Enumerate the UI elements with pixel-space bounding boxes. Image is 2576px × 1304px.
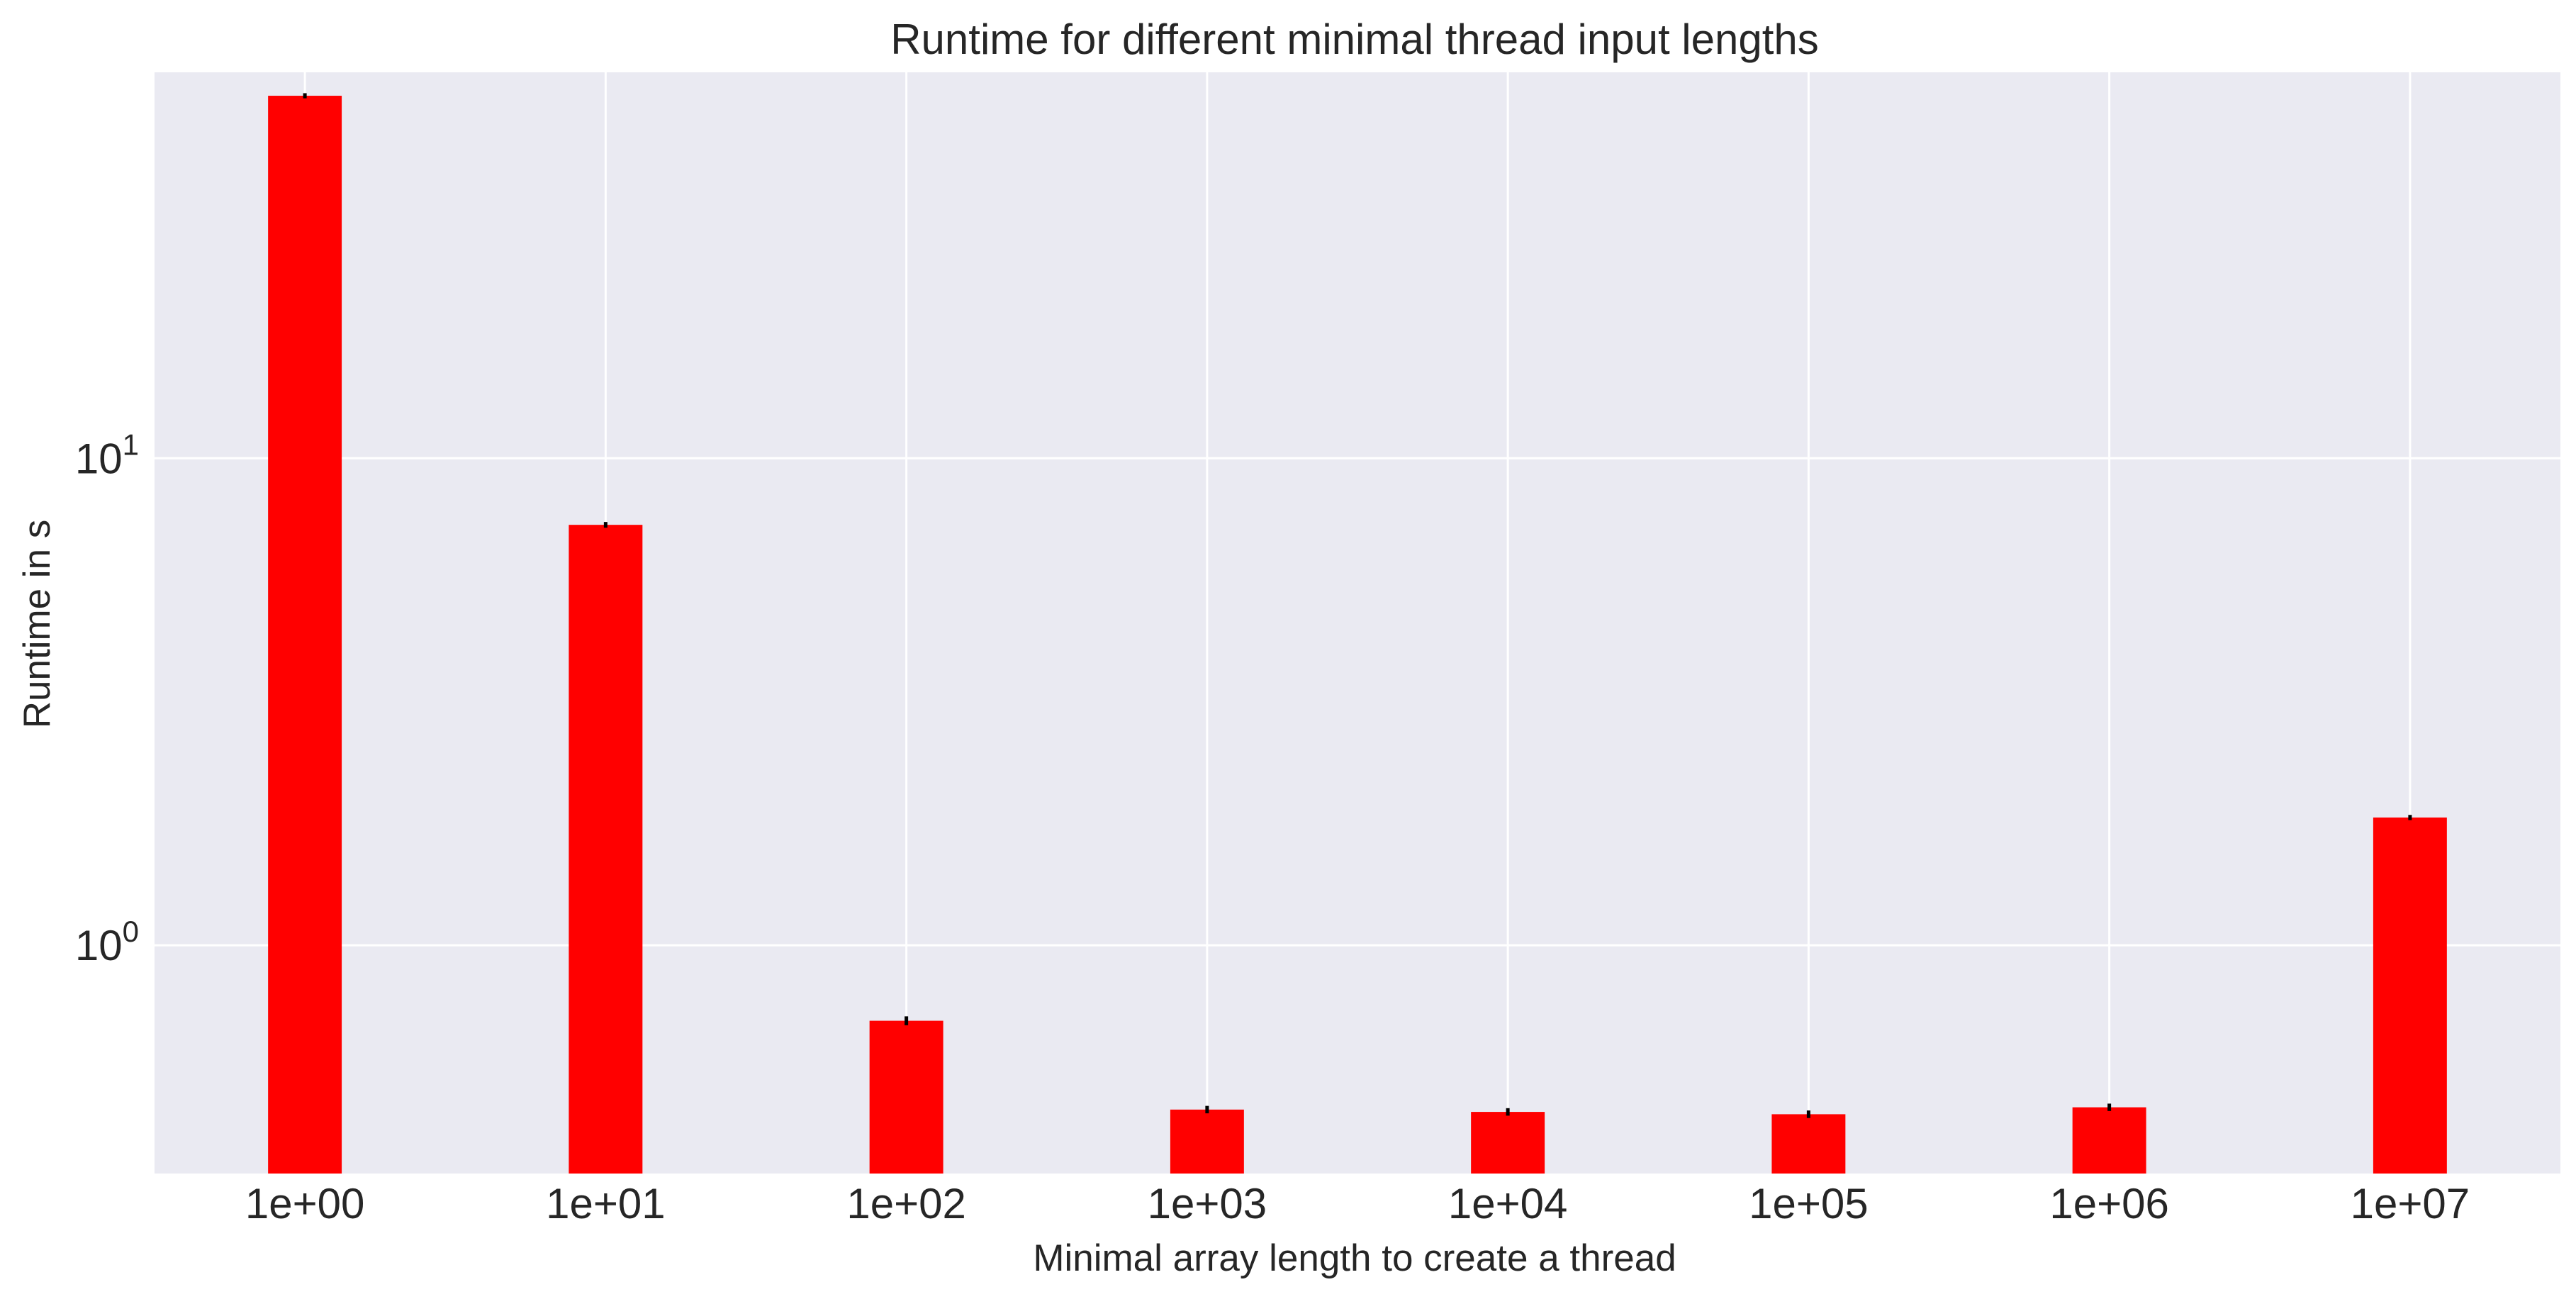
bar-1e+03: [1170, 1109, 1244, 1174]
bar-1e+04: [1471, 1112, 1545, 1174]
x-tick-labels: 1e+00 1e+01 1e+02 1e+03 1e+04 1e+05 1e+06 1e+07: [245, 1180, 2470, 1227]
error-bars: [303, 93, 2412, 1118]
x-tick-label: 1e+03: [1148, 1180, 1267, 1227]
y-tick-base: 10: [75, 922, 123, 969]
bars: [268, 96, 2447, 1174]
bar-1e+02: [869, 1020, 943, 1174]
x-tick-label: 1e+00: [245, 1180, 365, 1227]
chart-title: Runtime for different minimal thread inp…: [890, 16, 1819, 63]
bar-1e+01: [569, 525, 643, 1174]
x-tick-label: 1e+07: [2351, 1180, 2470, 1227]
y-tick-base: 10: [75, 435, 123, 482]
y-tick-label: 101: [75, 428, 139, 482]
y-tick-label: 100: [75, 915, 139, 969]
bar-1e+07: [2373, 817, 2447, 1174]
x-axis-label: Minimal array length to create a thread: [1033, 1237, 1676, 1279]
x-tick-label: 1e+01: [546, 1180, 666, 1227]
y-tick-exponent: 0: [123, 915, 139, 948]
x-tick-label: 1e+06: [2049, 1180, 2169, 1227]
y-tick-exponent: 1: [123, 428, 139, 461]
y-axis-label: Runtime in s: [16, 520, 58, 729]
bar-1e+05: [1771, 1114, 1846, 1174]
x-tick-label: 1e+02: [846, 1180, 966, 1227]
grid-lines: [155, 72, 2560, 1174]
bar-1e+06: [2072, 1107, 2146, 1174]
plot-area: [155, 72, 2560, 1174]
bar-1e+00: [268, 96, 342, 1174]
x-tick-label: 1e+04: [1448, 1180, 1568, 1227]
x-tick-label: 1e+05: [1749, 1180, 1869, 1227]
